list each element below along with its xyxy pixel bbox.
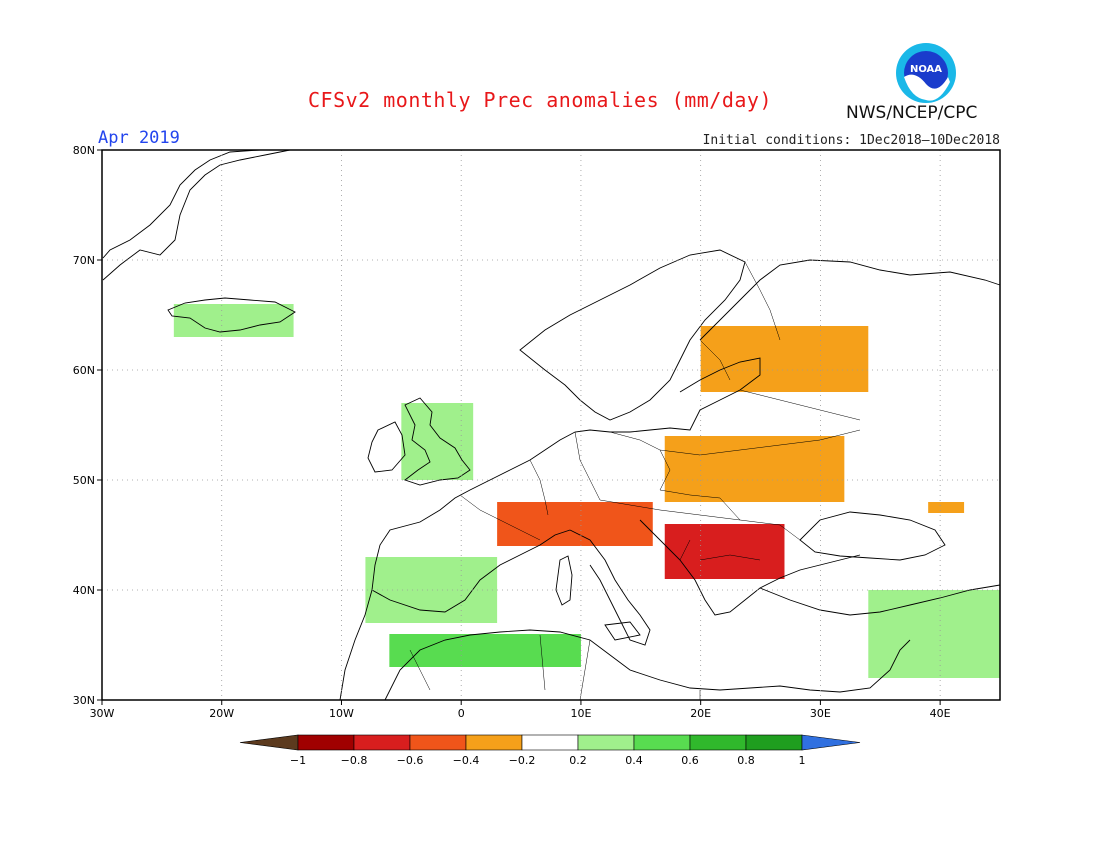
initial-conditions: Initial conditions: 1Dec2018–10Dec2018 [702,133,1000,148]
greenland-coast [102,149,291,281]
colorbar-segment [521,734,579,751]
colorbar-segment [465,734,523,751]
lat-tick-label: 80N [73,144,95,157]
lon-tick-label: 20W [209,707,234,720]
lat-tick-label: 40N [73,584,95,597]
scandinavia-coast [519,249,746,421]
anomaly-region-0 [700,326,869,392]
logo-text: NOAA [910,64,942,75]
iceland-coast [167,297,296,333]
noaa-logo: NOAA [896,43,956,103]
colorbar-label: −0.2 [509,754,536,767]
finland-coast [699,259,1001,341]
anomaly-region-1 [664,436,845,502]
lat-tick-label: 60N [73,364,95,377]
colorbar-label: 0.8 [737,754,755,767]
anomaly-region-9 [868,590,1000,678]
europe-coast [339,429,630,701]
lon-tick-label: 0 [458,707,465,720]
colorbar-label: 1 [799,754,806,767]
lon-tick-label: 10W [329,707,354,720]
lon-tick-label: 10E [570,707,591,720]
colorbar-label: −0.8 [341,754,368,767]
sicily [604,621,641,641]
lat-tick-label: 70N [73,254,95,267]
colorbar-label: −1 [290,754,306,767]
north-africa-coast [384,629,911,701]
lon-tick-label: 20E [690,707,711,720]
colorbar-high-cap [801,734,861,751]
colorbar-segment [745,734,803,751]
black-sea-coast [799,511,946,561]
iberia-coast [371,529,571,613]
colorbar-segment [409,734,467,751]
country-borders [409,261,861,701]
lon-tick-label: 40E [930,707,951,720]
corsica-sardinia [555,555,573,606]
colorbar-segment [633,734,691,751]
colorbar-label: −0.4 [453,754,480,767]
lat-tick-label: 50N [73,474,95,487]
italy-coast [569,529,651,646]
ireland-coast [367,421,406,473]
anomaly-region-3 [664,524,785,579]
agency-label: NWS/NCEP/CPC [846,103,978,123]
colorbar-segment [297,734,355,751]
balkan-coast [639,519,861,616]
colorbar-label: 0.2 [569,754,587,767]
colorbar-segment [353,734,411,751]
axis-ticks: 30W 20W 10W 0 10E 20E 30E 40E 30N 40N 50N 60N 70N 80N [73,144,951,720]
chart-title: CFSv2 monthly Prec anomalies (mm/day) [307,88,773,112]
lon-tick-label: 30W [90,707,115,720]
map-frame [101,149,1001,701]
anomaly-region-7 [389,634,581,667]
lat-tick-label: 30N [73,694,95,707]
britain-coast [404,397,471,486]
colorbar-low-cap [239,734,299,751]
turkey-coast [759,584,1001,616]
colorbar-label: 0.6 [681,754,699,767]
colorbar-segment [577,734,635,751]
anomaly-region-2 [497,502,653,546]
lon-tick-label: 30E [810,707,831,720]
forecast-period: Apr 2019 [98,128,180,148]
anomaly-region-4 [928,502,965,513]
colorbar-segment [689,734,747,751]
colorbar-label: 0.4 [625,754,643,767]
colorbar-label: −0.6 [397,754,424,767]
